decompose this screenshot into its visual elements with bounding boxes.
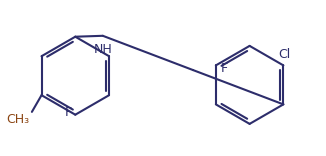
Text: CH₃: CH₃ <box>6 113 29 126</box>
Text: Cl: Cl <box>279 48 291 61</box>
Text: F: F <box>65 106 72 119</box>
Text: F: F <box>220 62 228 75</box>
Text: NH: NH <box>94 43 113 56</box>
